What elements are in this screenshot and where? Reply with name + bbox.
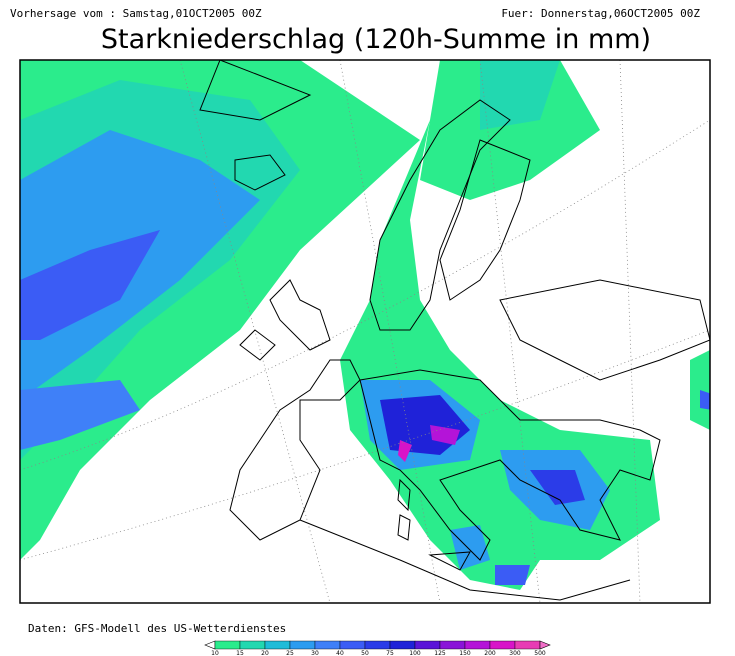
scale-label: 200	[484, 650, 496, 656]
scale-segment	[389, 640, 416, 650]
scale-label: 40	[336, 650, 344, 656]
scale-segment	[339, 640, 366, 650]
map-frame	[19, 59, 711, 604]
scale-segment	[414, 640, 441, 650]
scale-label: 500	[534, 650, 546, 656]
scale-segment	[314, 640, 341, 650]
map-title: Starkniederschlag (120h-Summe in mm)	[101, 24, 651, 55]
scale-segment	[489, 640, 516, 650]
scale-segment	[289, 640, 316, 650]
scale-segment	[464, 640, 491, 650]
forecast-valid: Fuer: Donnerstag,06OCT2005 00Z	[501, 7, 700, 20]
scale-segment	[264, 640, 291, 650]
scale-label: 300	[509, 650, 521, 656]
scale-label: 75	[386, 650, 394, 656]
scale-low-end	[204, 640, 216, 650]
data-source: Daten: GFS-Modell des US-Wetterdienstes	[28, 622, 286, 635]
scale-label: 50	[361, 650, 369, 656]
color-scale: 10 15 20 25 30 40 50 75 100 125 150 200 300 500	[204, 640, 551, 656]
scale-segment	[439, 640, 466, 650]
forecast-start: Vorhersage vom : Samstag,01OCT2005 00Z	[10, 7, 262, 20]
scale-label: 15	[236, 650, 244, 656]
scale-high-end	[539, 640, 551, 650]
scale-label: 125	[434, 650, 446, 656]
scale-segment	[239, 640, 266, 650]
scale-segment	[514, 640, 541, 650]
scale-label: 20	[261, 650, 269, 656]
scale-segment	[364, 640, 391, 650]
scale-segment	[214, 640, 241, 650]
scale-label: 25	[286, 650, 294, 656]
scale-label: 30	[311, 650, 319, 656]
scale-label: 150	[459, 650, 471, 656]
scale-label: 10	[211, 650, 219, 656]
scale-label: 100	[409, 650, 421, 656]
map	[20, 60, 710, 603]
